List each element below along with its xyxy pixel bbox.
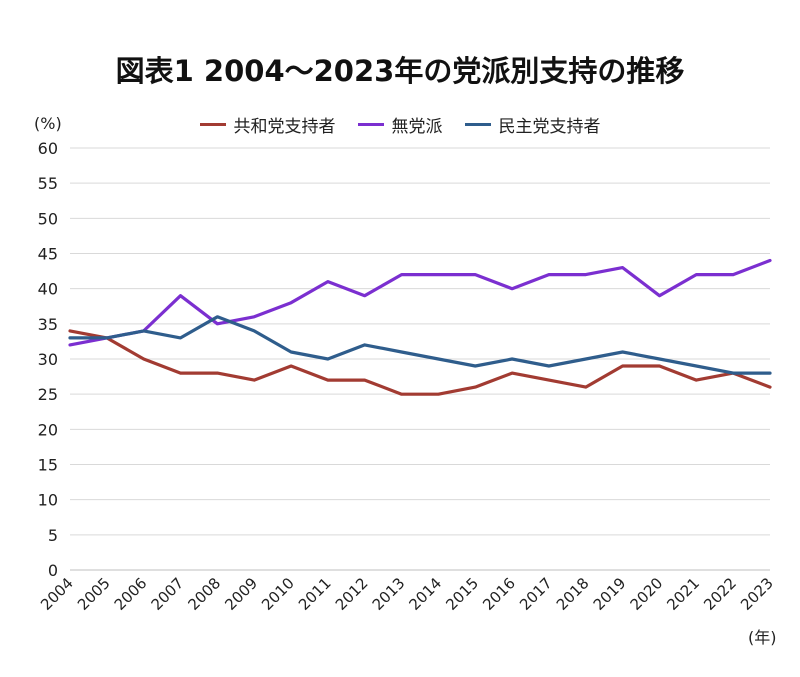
x-tick-label-2005: 2005 xyxy=(74,574,114,614)
y-tick-label-30: 30 xyxy=(38,350,58,369)
x-tick-label-2016: 2016 xyxy=(479,574,519,614)
y-tick-label-40: 40 xyxy=(38,280,58,299)
series-line-republican xyxy=(68,329,772,396)
y-axis-unit-label: (%) xyxy=(34,114,62,133)
series-line-democrat xyxy=(68,315,772,375)
x-tick-label-2022: 2022 xyxy=(700,574,740,614)
x-tick-label-2018: 2018 xyxy=(553,574,593,614)
y-tick-label-55: 55 xyxy=(38,174,58,193)
y-tick-label-50: 50 xyxy=(38,209,58,228)
x-tick-label-2023: 2023 xyxy=(737,574,777,614)
x-tick-label-2011: 2011 xyxy=(295,574,335,614)
x-tick-label-2012: 2012 xyxy=(332,574,372,614)
x-tick-label-2010: 2010 xyxy=(258,574,298,614)
legend-swatch-democrat xyxy=(464,123,491,126)
chart-title: 図表1 2004～2023年の党派別支持の推移 xyxy=(115,54,685,88)
legend-item-democrat: 民主党支持者 xyxy=(464,112,601,137)
x-tick-label-2015: 2015 xyxy=(442,574,482,614)
legend-label-republican: 共和党支持者 xyxy=(233,117,336,137)
y-tick-label-60: 60 xyxy=(38,139,58,158)
legend-label-democrat: 民主党支持者 xyxy=(498,117,601,137)
x-tick-label-2004: 2004 xyxy=(37,574,77,614)
y-tick-label-45: 45 xyxy=(38,245,58,264)
y-tick-label-10: 10 xyxy=(38,491,58,510)
x-tick-label-2009: 2009 xyxy=(221,574,261,614)
x-tick-label-2007: 2007 xyxy=(148,574,188,614)
x-tick-label-2020: 2020 xyxy=(627,574,667,614)
legend-swatch-independent xyxy=(357,123,384,126)
x-tick-label-2013: 2013 xyxy=(369,574,409,614)
legend-label-independent: 無党派 xyxy=(391,117,443,137)
legend-swatch-republican xyxy=(199,123,226,126)
x-tick-label-2019: 2019 xyxy=(590,574,630,614)
y-tick-label-20: 20 xyxy=(38,420,58,439)
y-tick-label-25: 25 xyxy=(38,385,58,404)
y-tick-label-35: 35 xyxy=(38,315,58,334)
x-tick-label-2008: 2008 xyxy=(184,574,224,614)
legend-item-independent: 無党派 xyxy=(357,112,443,137)
x-tick-label-2006: 2006 xyxy=(111,574,151,614)
x-tick-label-2014: 2014 xyxy=(406,574,446,614)
legend: 共和党支持者 無党派 民主党支持者 xyxy=(0,112,800,137)
y-tick-label-0: 0 xyxy=(48,561,58,580)
legend-item-republican: 共和党支持者 xyxy=(199,112,336,137)
x-tick-label-2021: 2021 xyxy=(663,574,703,614)
series-line-independent xyxy=(68,258,772,347)
x-axis-unit-label: (年) xyxy=(748,628,777,647)
x-tick-label-2017: 2017 xyxy=(516,574,556,614)
y-tick-label-15: 15 xyxy=(38,456,58,475)
y-tick-label-5: 5 xyxy=(48,526,58,545)
